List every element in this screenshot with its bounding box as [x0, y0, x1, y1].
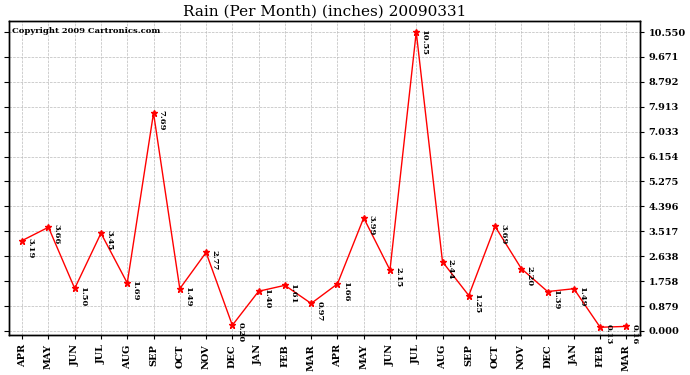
Text: 1.49: 1.49: [578, 286, 586, 306]
Text: 1.49: 1.49: [184, 286, 192, 306]
Text: 3.66: 3.66: [52, 225, 61, 245]
Text: 2.20: 2.20: [526, 266, 533, 286]
Text: 1.50: 1.50: [79, 286, 87, 306]
Text: 0.97: 0.97: [315, 301, 324, 321]
Text: 3.45: 3.45: [105, 230, 113, 251]
Text: 1.66: 1.66: [342, 281, 350, 302]
Text: 3.69: 3.69: [500, 224, 507, 244]
Text: 1.40: 1.40: [263, 288, 270, 309]
Text: 1.69: 1.69: [131, 280, 139, 301]
Text: 0.13: 0.13: [604, 324, 612, 345]
Text: 7.69: 7.69: [158, 110, 166, 131]
Text: 3.99: 3.99: [368, 215, 376, 236]
Text: 10.55: 10.55: [420, 29, 428, 55]
Text: 3.19: 3.19: [26, 238, 34, 258]
Text: Copyright 2009 Cartronics.com: Copyright 2009 Cartronics.com: [12, 27, 161, 35]
Text: 0.16: 0.16: [631, 324, 638, 344]
Text: 0.20: 0.20: [237, 322, 244, 343]
Text: 2.77: 2.77: [210, 250, 218, 270]
Text: 1.39: 1.39: [552, 289, 560, 309]
Text: 1.61: 1.61: [289, 282, 297, 303]
Text: 2.44: 2.44: [446, 259, 455, 279]
Title: Rain (Per Month) (inches) 20090331: Rain (Per Month) (inches) 20090331: [183, 4, 466, 18]
Text: 2.15: 2.15: [394, 267, 402, 288]
Text: 1.25: 1.25: [473, 293, 481, 313]
